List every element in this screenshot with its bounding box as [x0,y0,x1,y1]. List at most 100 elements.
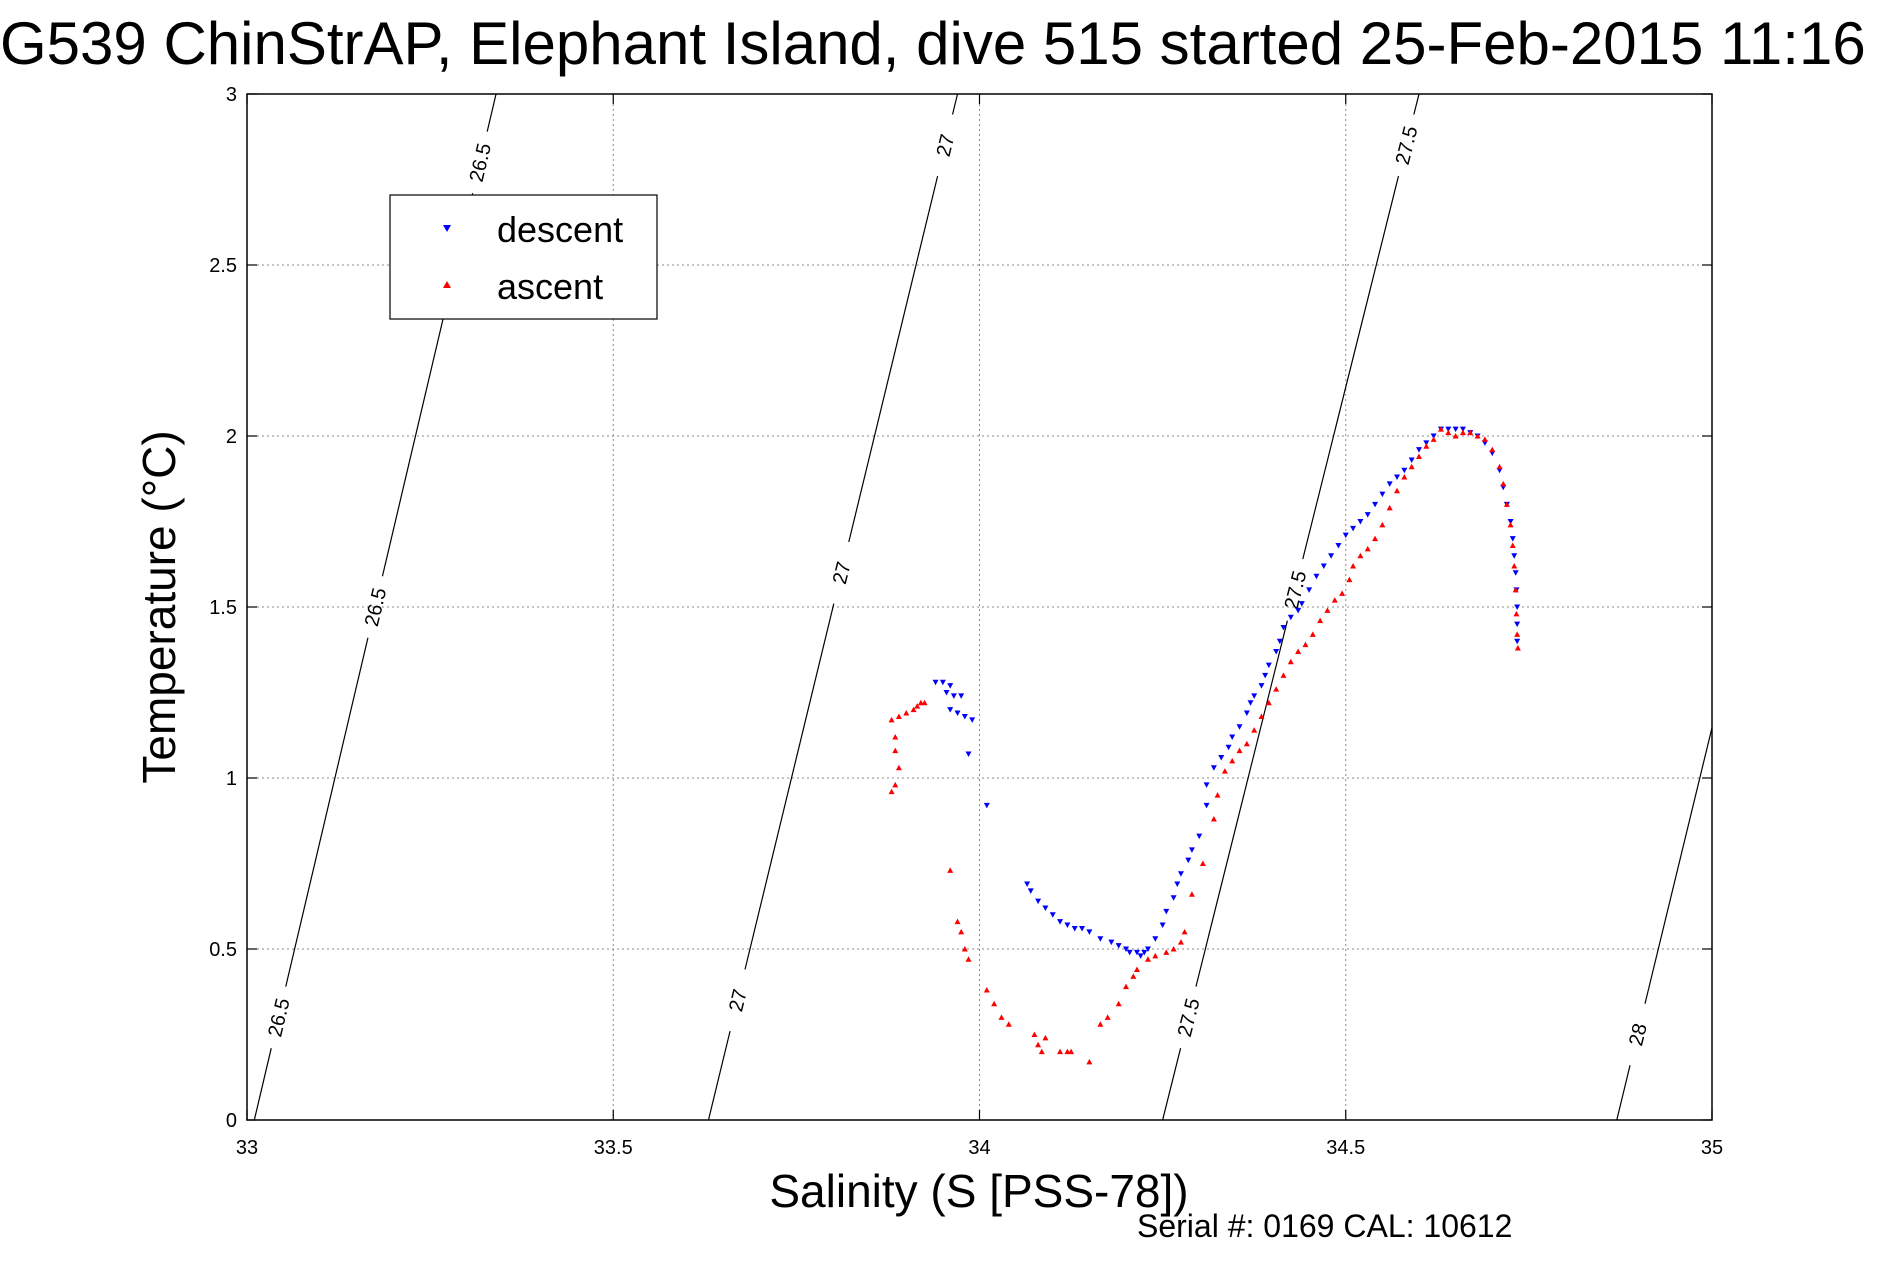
descent-point [1509,536,1516,542]
descent-point [1298,601,1305,607]
x-axis-label: Salinity (S [PSS-78]) [769,1165,1188,1217]
y-axis-label: Temperature (°C) [133,430,185,783]
descent-point [1243,710,1250,717]
descent-point [965,751,972,758]
descent-point [1086,929,1093,935]
chart-title: G539 ChinStrAP, Elephant Island, dive 51… [0,10,1866,77]
descent-point [1024,881,1031,888]
ascent-point [1500,480,1507,487]
descent-point [1328,553,1335,559]
descent-point [1320,563,1327,569]
ascent-point [1188,891,1195,897]
descent-point [1445,426,1452,433]
descent-point [958,693,965,699]
ascent-point [1437,426,1444,432]
descent-point [1108,939,1115,946]
legend-marker-descent [443,225,451,232]
ascent-point [1097,1021,1104,1027]
ascent-point [1295,648,1302,654]
ascent-point [921,699,928,706]
grid-lines [247,94,1712,1120]
descent-point [1306,587,1313,593]
serial-footer: Serial #: 0169 CAL: 10612 [1137,1208,1512,1244]
ascent-point [1317,617,1324,624]
y-tick-label: 0.5 [209,939,237,961]
axis-ticks: 33 33.5 34 34.5 35 0 0.5 1 1.5 2 2.5 3 [209,84,1723,1159]
descent-point [1210,765,1217,771]
ascent-point [1243,740,1250,747]
ascent-point [1394,487,1401,494]
ascent-point [1503,501,1510,507]
descent-point [1265,662,1272,669]
ascent-point [1287,658,1294,665]
descent-point [932,679,939,686]
ascent-point [1133,966,1140,973]
legend: descent ascent [389,194,658,320]
descent-point [1452,426,1459,433]
isopycnal-line [1162,1048,1182,1120]
descent-point [1159,922,1166,929]
ascent-point [1357,552,1364,559]
descent-point [1229,734,1236,740]
descent-point [1514,638,1521,645]
descent-point [947,683,954,689]
y-tick-label: 2 [226,426,237,448]
descent-point [1097,936,1104,942]
ascent-point [1152,952,1159,959]
descent-point [1386,481,1393,487]
descent-point [1079,925,1086,932]
descent-point [1185,857,1192,864]
descent-point [1273,648,1280,655]
ascent-point [1514,645,1521,651]
ascent-point [1481,436,1488,442]
isopycnal-line [744,603,835,970]
ascent-point [1057,1048,1064,1055]
ascent-point [1496,463,1503,470]
ascent-point [1251,727,1258,733]
ascent-point [1130,973,1137,979]
data-series [888,426,1521,1065]
ascent-point [965,956,972,962]
ascent-point [1474,433,1481,439]
descent-point [1335,542,1342,549]
isopycnal-line [1302,175,1400,560]
ascent-point [1324,607,1331,613]
ascent-point [1163,949,1170,955]
descent-point [1401,467,1408,474]
descent-point [1035,898,1042,905]
ascent-point [892,733,899,740]
descent-point [1123,946,1129,952]
ascent-point [1258,713,1265,719]
descent-point [1218,754,1225,761]
descent-point [1258,683,1265,689]
descent-point [1262,672,1269,679]
descent-point [1295,607,1302,614]
descent-point [1203,802,1210,809]
descent-point [1152,936,1159,942]
ascent-point [1302,641,1309,648]
descent-point [1394,474,1401,481]
ascent-point [1331,597,1338,603]
descent-point [1287,614,1294,621]
descent-point [1247,700,1254,706]
descent-point [1174,881,1181,888]
ascent-point [910,706,917,713]
ascent-point [1199,860,1206,866]
descent-point [1163,908,1170,915]
ascent-point [1210,816,1217,822]
descent-point [1064,922,1071,929]
ascent-point [947,867,954,873]
isopycnal-line [486,94,497,132]
ascent-point [1035,1041,1042,1048]
descent-point [1514,621,1521,628]
descent-point [1342,532,1349,539]
ascent-point [1430,436,1437,442]
ascent-point [998,1014,1005,1020]
ascent-point [1181,928,1188,935]
descent-point [1170,895,1177,901]
ascent-point [1115,1000,1122,1007]
isopycnal-label: 27 [933,132,960,159]
ascent-point [1459,429,1466,436]
